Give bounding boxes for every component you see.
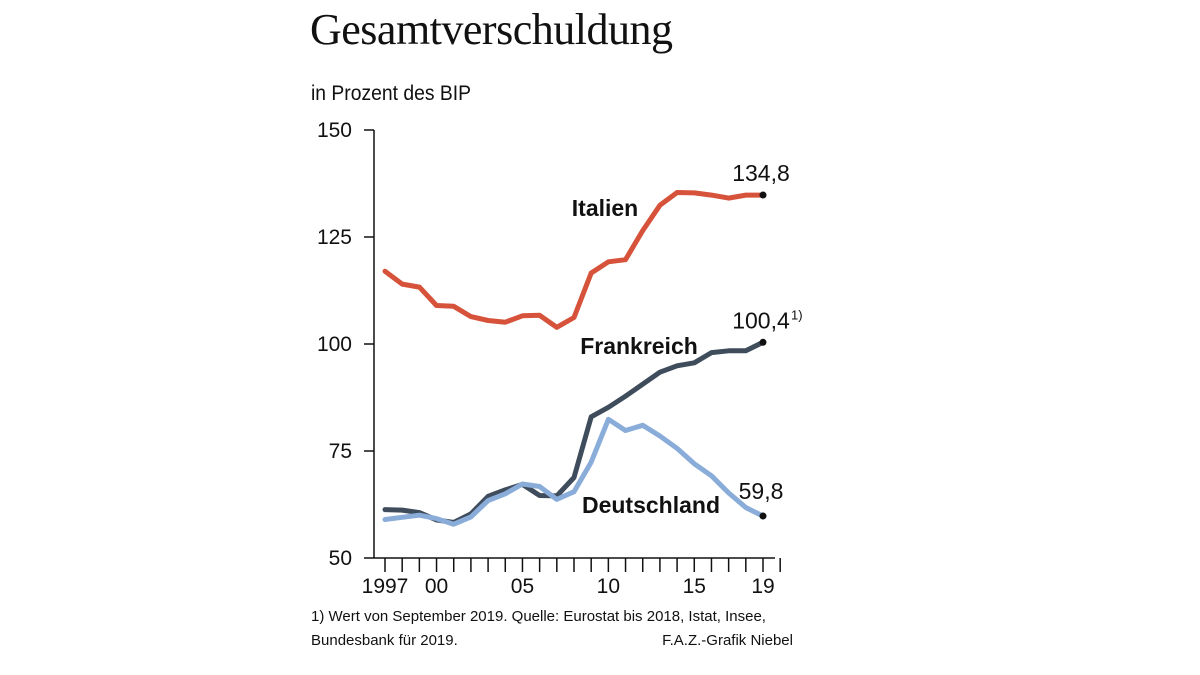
- end-value-label-deutschland: 59,8: [739, 478, 784, 504]
- y-tick-label: 75: [329, 440, 352, 463]
- x-tick-label: 10: [597, 575, 620, 598]
- series-line-deutschland: [382, 416, 766, 527]
- x-tick-label: 05: [511, 575, 534, 598]
- series-label-frankreich: Frankreich: [580, 333, 698, 359]
- series-line-italien: [382, 190, 766, 330]
- end-point-italien: [759, 191, 767, 199]
- series-label-deutschland: Deutschland: [582, 492, 720, 518]
- y-tick-label: 150: [317, 119, 352, 142]
- x-tick-label: 15: [683, 575, 706, 598]
- end-value-footnote-frankreich: 1): [791, 307, 803, 322]
- chart-title: Gesamtverschuldung: [310, 5, 673, 54]
- chart-axes: 50 75 100 125 150 1997 00 05 10 15 19: [317, 119, 781, 598]
- chart-series-lines: [382, 190, 766, 527]
- x-tick-label: 19: [751, 575, 774, 598]
- chart-subtitle: in Prozent des BIP: [311, 82, 472, 105]
- end-point-frankreich: [759, 338, 767, 346]
- y-tick-label: 100: [317, 333, 352, 356]
- y-tick-label: 50: [329, 547, 352, 570]
- x-tick-label: 00: [425, 575, 448, 598]
- end-value-label-frankreich: 100,4: [732, 307, 790, 333]
- source-note-line-2: Bundesbank für 2019.: [311, 632, 458, 649]
- x-tick-label: 1997: [362, 575, 409, 598]
- end-point-deutschland: [759, 512, 767, 520]
- y-tick-label: 125: [317, 226, 352, 249]
- source-note-line-1: 1) Wert von September 2019. Quelle: Euro…: [311, 608, 766, 625]
- chart-labels: 134,8 Italien 100,4 1) Frankreich 59,8 Deutsch…: [572, 160, 803, 520]
- chart-footer: 1) Wert von September 2019. Quelle: Euro…: [311, 606, 793, 654]
- graphic-credit: F.A.Z.-Grafik Niebel: [662, 632, 793, 649]
- end-value-label-italien: 134,8: [732, 160, 790, 186]
- series-label-italien: Italien: [572, 195, 638, 221]
